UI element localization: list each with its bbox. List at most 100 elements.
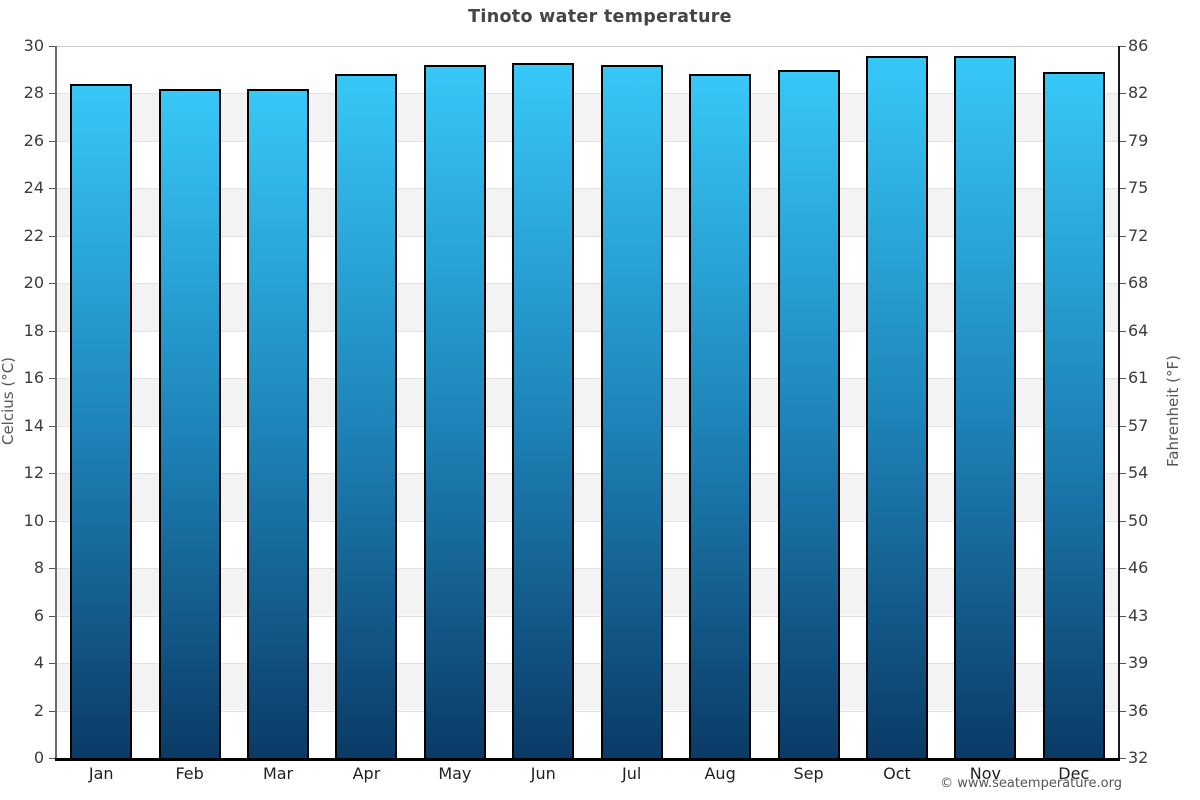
right-tick-mark [1120,615,1126,617]
right-tick-mark [1120,568,1126,570]
right-tick-mark [1120,330,1126,332]
right-axis-title: Fahrenheit (°F) [1164,355,1182,467]
left-tick-label: 4 [33,653,44,673]
left-tick-label: 24 [23,178,44,198]
left-tick-label: 28 [23,83,44,103]
right-tick-label: 36 [1128,700,1149,720]
x-tick-label-jun: Jun [530,764,556,783]
bar-feb [158,88,221,758]
right-tick-mark [1120,378,1126,380]
left-tick-label: 20 [23,273,44,293]
right-tick-label: 86 [1128,36,1149,55]
x-tick-label-oct: Oct [883,764,911,783]
x-tick-label-feb: Feb [175,764,204,783]
left-tick-label: 6 [33,605,44,625]
plot-area [55,46,1120,761]
right-tick-mark [1120,46,1126,47]
right-tick-label: 50 [1128,510,1149,530]
gridline [57,235,1118,237]
right-tick-label: 68 [1128,273,1149,293]
left-tick-label: 0 [33,748,44,767]
right-tick-mark [1120,283,1126,285]
bar-jul [600,65,663,758]
left-tick-label: 2 [33,700,44,720]
right-tick-mark [1120,758,1126,759]
left-tick-mark [49,378,55,380]
left-tick-mark [49,425,55,427]
right-tick-mark [1120,710,1126,712]
gridline [57,188,1118,190]
bar-may [423,65,486,758]
bar-mar [247,88,310,758]
right-tick-label: 46 [1128,558,1149,578]
left-axis-title: Celcius (°C) [0,356,17,446]
left-axis-line [55,46,57,758]
left-tick-mark [49,615,55,617]
gridline [57,520,1118,522]
x-tick-label-aug: Aug [704,764,736,783]
right-tick-mark [1120,425,1126,427]
left-tick-mark [49,710,55,712]
right-tick-label: 72 [1128,225,1149,245]
bar-jan [70,83,133,758]
right-tick-label: 43 [1128,605,1149,625]
x-axis-line [55,758,1120,761]
left-tick-label: 18 [23,320,44,340]
gridline [57,378,1118,380]
x-tick-label-may: May [438,764,472,783]
left-tick-label: 30 [23,36,44,55]
gridline [57,710,1118,712]
left-tick-mark [49,663,55,665]
x-tick-label-mar: Mar [262,764,294,783]
gridline [57,473,1118,475]
left-tick-label: 22 [23,225,44,245]
right-tick-mark [1120,663,1126,665]
right-tick-mark [1120,140,1126,142]
left-tick-mark [49,473,55,475]
right-tick-label: 54 [1128,463,1149,483]
right-tick-label: 75 [1128,178,1149,198]
left-tick-label: 14 [23,415,44,435]
gridline [57,615,1118,617]
left-tick-mark [49,283,55,285]
gridline [57,568,1118,570]
gridline [57,93,1118,95]
left-tick-label: 16 [23,368,44,388]
right-tick-mark [1120,520,1126,522]
gridline [57,330,1118,332]
watermark-credit: © www.seatemperature.org [940,776,1122,791]
x-tick-label-dec: Dec [1058,764,1090,783]
left-tick-label: 26 [23,130,44,150]
gridline [57,425,1118,427]
chart-title: Tinoto water temperature [468,7,732,27]
left-tick-mark [49,758,55,759]
right-tick-mark [1120,235,1126,237]
gridline [57,663,1118,665]
left-tick-mark [49,46,55,47]
left-tick-label: 8 [33,558,44,578]
x-tick-label-jul: Jul [622,764,642,783]
bar-apr [335,74,398,758]
bar-aug [689,74,752,758]
plot-top-border [57,46,1118,47]
gridline [57,140,1118,142]
left-tick-mark [49,520,55,522]
left-tick-mark [49,568,55,570]
left-tick-mark [49,140,55,142]
x-tick-label-jan: Jan [88,764,114,783]
left-tick-label: 10 [23,510,44,530]
right-tick-label: 64 [1128,320,1149,340]
bar-dec [1042,72,1105,758]
right-axis-line [1118,46,1120,758]
right-tick-label: 39 [1128,653,1149,673]
bar-sep [777,69,840,758]
left-tick-mark [49,93,55,95]
right-tick-mark [1120,188,1126,190]
x-tick-label-nov: Nov [969,764,1001,783]
right-tick-label: 79 [1128,130,1149,150]
gridline [57,283,1118,285]
left-tick-mark [49,235,55,237]
x-tick-label-apr: Apr [352,764,381,783]
left-tick-mark [49,188,55,190]
